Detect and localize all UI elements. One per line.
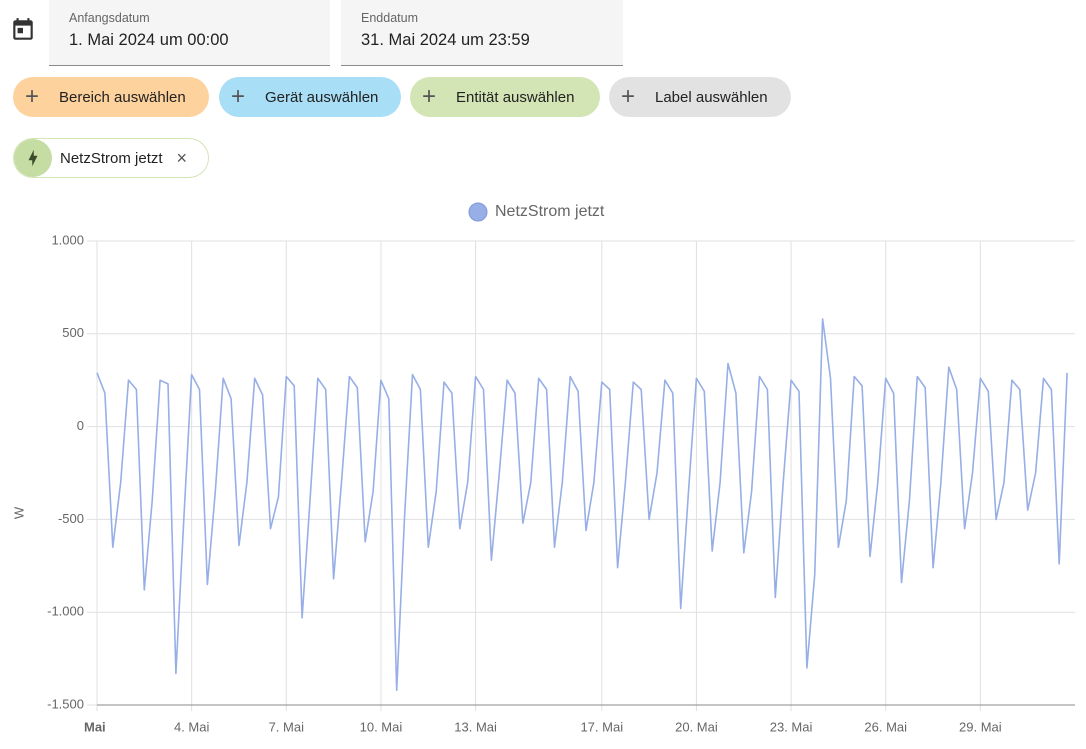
y-tick-label: -1.500 — [47, 696, 84, 711]
area-picker[interactable]: + Bereich auswählen — [13, 77, 209, 117]
x-tick-label: 29. Mai — [959, 719, 1002, 734]
x-tick-label: 10. Mai — [360, 719, 403, 734]
x-tick-label: 7. Mai — [269, 719, 305, 734]
entity-icon — [14, 139, 52, 177]
y-tick-label: -1.000 — [47, 604, 84, 619]
field-value: 31. Mai 2024 um 23:59 — [361, 31, 530, 49]
legend-label: NetzStrom jetzt — [495, 203, 605, 220]
x-tick-label: 20. Mai — [675, 719, 718, 734]
chip-label: Label auswählen — [655, 88, 768, 106]
y-tick-label: 1.000 — [51, 232, 84, 247]
end-date-field[interactable]: Enddatum 31. Mai 2024 um 23:59 — [341, 0, 623, 66]
x-tick-label: 26. Mai — [864, 719, 907, 734]
y-tick-label: 500 — [62, 325, 84, 340]
x-tick-label: 4. Mai — [174, 719, 210, 734]
field-label: Enddatum — [361, 11, 418, 25]
entity-picker[interactable]: + Entität auswählen — [410, 77, 600, 117]
label-picker[interactable]: + Label auswählen — [609, 77, 791, 117]
calendar-icon[interactable] — [10, 16, 36, 44]
device-picker[interactable]: + Gerät auswählen — [219, 77, 401, 117]
x-tick-label: 13. Mai — [454, 719, 497, 734]
chip-label: Bereich auswählen — [59, 88, 186, 106]
field-value: 1. Mai 2024 um 00:00 — [69, 31, 229, 49]
selected-entity-chip[interactable]: NetzStrom jetzt × — [13, 138, 209, 178]
y-tick-label: -500 — [58, 511, 84, 526]
data-line — [96, 318, 1068, 691]
x-tick-label: 23. Mai — [770, 719, 813, 734]
start-date-field[interactable]: Anfangsdatum 1. Mai 2024 um 00:00 — [49, 0, 330, 66]
y-tick-label: 0 — [77, 418, 84, 433]
chip-label: NetzStrom jetzt — [60, 149, 163, 167]
chip-label: Gerät auswählen — [265, 88, 379, 106]
y-axis-label: W — [11, 506, 26, 519]
remove-button[interactable]: × — [176, 147, 188, 168]
chip-label: Entität auswählen — [456, 88, 575, 106]
x-tick-label: Mai — [84, 719, 106, 734]
x-tick-label: 17. Mai — [580, 719, 623, 734]
field-label: Anfangsdatum — [69, 11, 150, 25]
legend-marker — [468, 202, 488, 222]
